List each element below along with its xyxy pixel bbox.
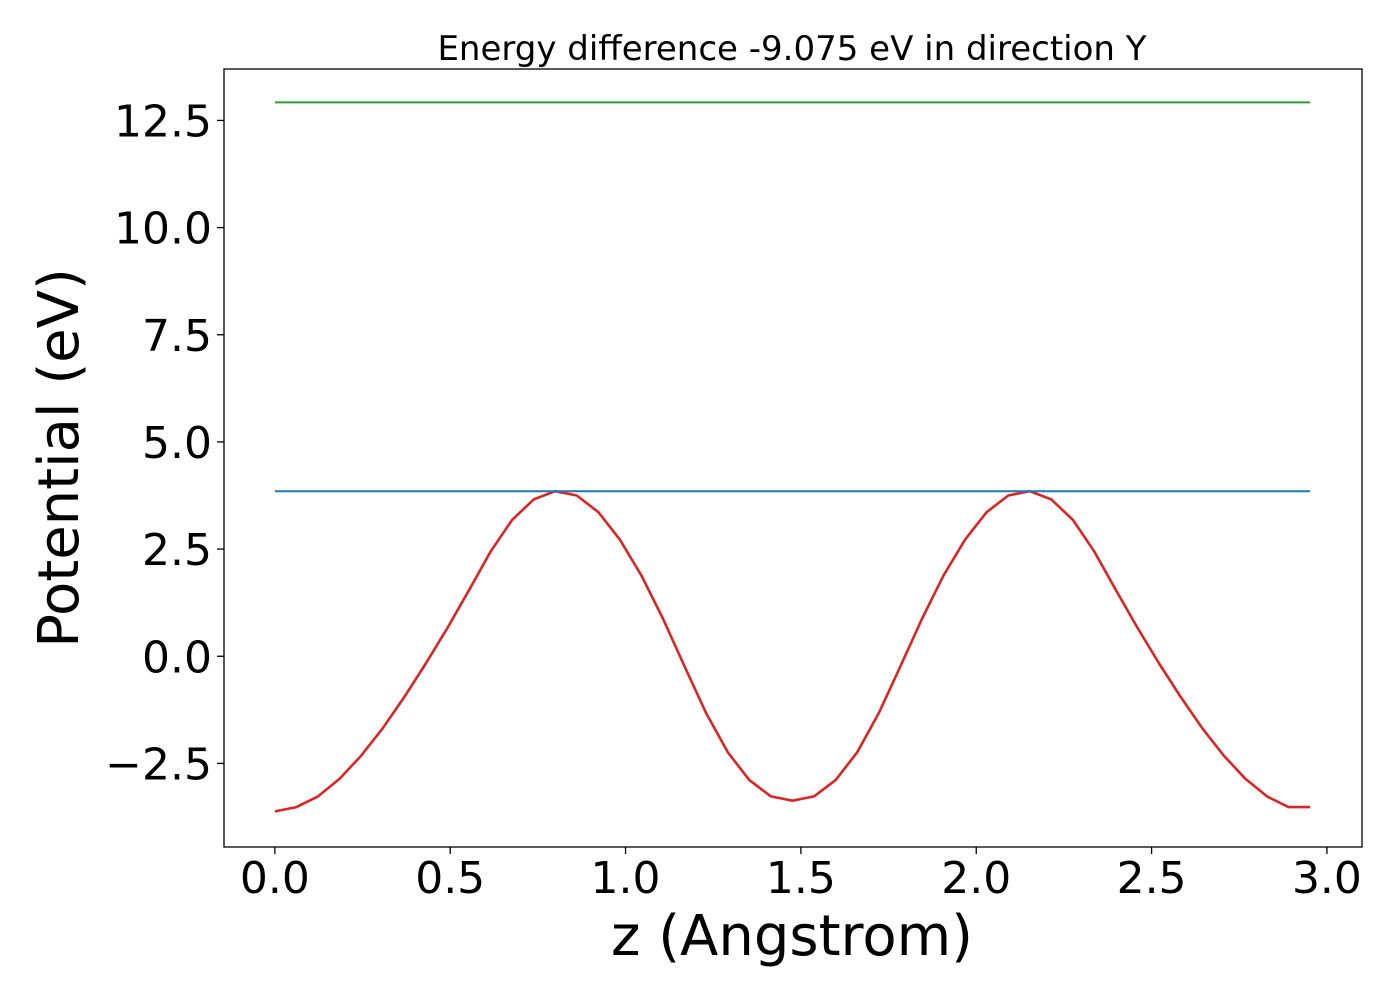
chart-title: Energy difference -9.075 eV in direction…	[437, 29, 1146, 69]
x-tick-label: 0.5	[415, 853, 485, 904]
y-tick-label: 5.0	[142, 418, 212, 469]
x-tick-label: 3.0	[1292, 853, 1362, 904]
y-tick-label: 10.0	[114, 204, 212, 255]
y-axis-ticks: −2.5 0.0 2.5 5.0 7.5 10.0 12.5	[105, 96, 224, 790]
y-tick-label: −2.5	[105, 739, 212, 790]
x-axis-ticks: 0.0 0.5 1.0 1.5 2.0 2.5 3.0	[240, 847, 1362, 904]
series-line-0	[274, 489, 1311, 813]
x-tick-label: 1.5	[766, 853, 836, 904]
x-axis-title: z (Angstrom)	[611, 904, 973, 969]
y-tick-label: 12.5	[114, 96, 212, 147]
plot-area-frame	[223, 68, 1363, 848]
y-tick-label: 0.0	[142, 632, 212, 683]
y-tick-label: 2.5	[142, 525, 212, 576]
x-tick-label: 1.0	[591, 853, 661, 904]
y-axis-title: Potential (eV)	[27, 268, 92, 648]
x-tick-label: 0.0	[240, 853, 310, 904]
x-tick-label: 2.0	[941, 853, 1011, 904]
x-tick-label: 2.5	[1117, 853, 1187, 904]
y-tick-label: 7.5	[142, 311, 212, 362]
series-layer	[274, 101, 1311, 813]
